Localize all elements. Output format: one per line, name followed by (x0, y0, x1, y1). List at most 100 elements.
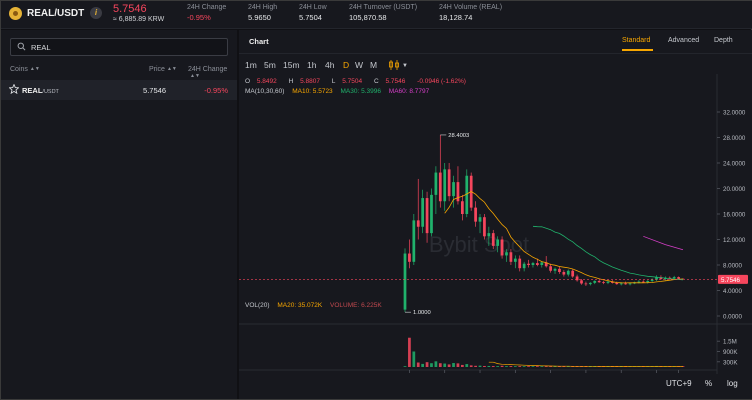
candle-body (474, 207, 477, 222)
stat-label: 24H Low (299, 4, 327, 11)
candle-body (655, 277, 658, 280)
candle-body (540, 262, 544, 265)
ohlc-open: 5.8492 (256, 78, 277, 85)
stat-24h-turnover: 24H Turnover (USDT) 105,870.58 (349, 4, 417, 22)
search-box[interactable] (10, 38, 228, 56)
column-header-price[interactable]: Price ▲▼ (149, 66, 177, 73)
candle (580, 279, 583, 285)
candle (553, 267, 557, 274)
stat-24h-high: 24H High 5.9650 (248, 4, 277, 22)
high-annotation: 28.4003 (448, 133, 469, 139)
coin-row-real-usdt[interactable]: REAL/USDT 5.7546 -0.95% (1, 80, 237, 100)
column-header-change[interactable]: 24H Change▲▼ (188, 66, 237, 80)
volume-bar (460, 364, 464, 367)
candle-body (628, 283, 632, 285)
candle-body (527, 263, 530, 265)
volume-bar (513, 366, 517, 367)
candle-body (571, 270, 575, 277)
candle-body (438, 172, 442, 202)
volume-bar (474, 365, 477, 367)
coin-price: 5.7546 (143, 86, 166, 95)
stat-24h-change: 24H Change -0.95% (187, 4, 226, 22)
interval-w[interactable]: W (355, 60, 364, 70)
search-icon (17, 42, 26, 51)
divider (239, 53, 752, 54)
vol-volume: VOLUME: 6.225K (330, 302, 382, 309)
candle (505, 249, 508, 262)
candle-body (487, 233, 491, 237)
candle-body (544, 262, 548, 267)
timezone-button[interactable]: UTC+9 (666, 379, 692, 388)
candle-body (456, 182, 460, 202)
candle (465, 169, 469, 218)
ticker-header: REAL/USDT i 5.7546 ≈ 6,885.89 KRW 24H Ch… (1, 1, 752, 29)
candle-body (659, 277, 663, 280)
candle-body (668, 277, 672, 279)
info-icon[interactable]: i (90, 7, 102, 19)
candle (491, 229, 495, 250)
tab-standard[interactable]: Standard (622, 37, 651, 44)
percent-toggle[interactable]: % (705, 379, 713, 388)
price-tick-label: 12.0000 (723, 237, 746, 244)
stat-value: 18,128.74 (439, 13, 473, 22)
candle-body (566, 270, 570, 275)
volume-bar (447, 364, 451, 367)
candle-body (465, 175, 469, 214)
chevron-down-icon[interactable]: ▼ (402, 63, 408, 69)
candle (412, 214, 416, 265)
volume-bar (491, 366, 495, 367)
real-coin-icon (9, 7, 22, 20)
volume-bar (416, 362, 420, 367)
volume-bar (536, 366, 539, 367)
vol-ma20: MA20: 35.072K (277, 302, 323, 309)
price-tick-label: 8.0000 (723, 263, 742, 270)
candle-body (588, 282, 592, 285)
interval-5m[interactable]: 5m (264, 60, 276, 70)
log-toggle[interactable]: log (727, 379, 738, 388)
volume-bar (540, 366, 544, 367)
candlestick-type-icon[interactable] (388, 59, 400, 71)
interval-m[interactable]: M (370, 60, 378, 70)
tab-advanced[interactable]: Advanced (668, 37, 700, 44)
volume-bar (544, 366, 548, 367)
volume-bar (558, 366, 561, 367)
candle (500, 236, 504, 259)
ma30-value: MA30: 5.3996 (340, 88, 381, 95)
volume-bar (496, 366, 500, 367)
candle (575, 274, 579, 282)
price-chart[interactable]: Bybit Spot 32.0000 28.0000 24.0000 20.0000 1… (239, 74, 752, 374)
candle-body (408, 253, 411, 262)
column-header-coins[interactable]: Coins ▲▼ (10, 66, 40, 73)
volume-bar (487, 365, 491, 367)
candle (531, 261, 535, 268)
pair-title[interactable]: REAL/USDT (27, 8, 85, 19)
star-icon[interactable] (9, 84, 19, 94)
interval-15m[interactable]: 15m (283, 60, 300, 70)
interval-4h[interactable]: 4h (325, 60, 335, 70)
volume-bar (549, 366, 552, 367)
candle (536, 258, 539, 267)
candle (602, 280, 605, 285)
tab-depth[interactable]: Depth (714, 37, 733, 44)
stat-value: 105,870.58 (349, 13, 387, 22)
interval-1m[interactable]: 1m (245, 60, 257, 70)
candle (483, 214, 486, 240)
candle-body (403, 253, 407, 310)
candle (562, 270, 566, 277)
candle-body (584, 283, 588, 285)
chart-title: Chart (249, 37, 269, 46)
candle-body (518, 258, 522, 269)
candle-body (575, 276, 579, 281)
interval-1h[interactable]: 1h (307, 60, 317, 70)
candle (434, 166, 438, 214)
search-input[interactable] (31, 41, 221, 53)
candle (527, 259, 530, 268)
volume-bar (434, 361, 438, 367)
chart-panel: Chart Standard Advanced Depth 1m 5m 15m … (239, 30, 752, 399)
interval-d[interactable]: D (343, 60, 350, 70)
volume-bar (500, 365, 504, 367)
candle-body (606, 281, 610, 283)
volume-bar (403, 366, 407, 367)
candle-body (496, 239, 500, 246)
